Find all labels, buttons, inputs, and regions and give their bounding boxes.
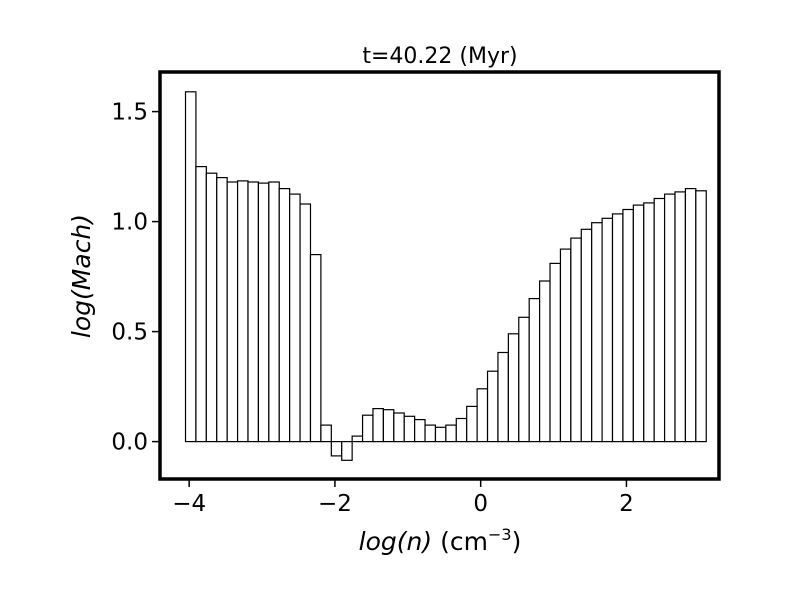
histogram-bar bbox=[268, 181, 280, 443]
histogram-bar bbox=[278, 188, 291, 443]
histogram-bar bbox=[434, 426, 447, 443]
histogram-bar bbox=[320, 424, 332, 443]
histogram-bar bbox=[611, 213, 624, 443]
x-tick-label: 0 bbox=[473, 491, 488, 517]
histogram-bar bbox=[570, 237, 582, 443]
x-axis-title-unit-suffix: ) bbox=[512, 527, 522, 556]
histogram-bar bbox=[674, 191, 687, 443]
histogram-bar bbox=[424, 424, 437, 443]
x-tick-label: 2 bbox=[619, 491, 634, 517]
histogram-bar bbox=[559, 248, 572, 443]
x-axis-title: log(n) (cm−3) bbox=[359, 525, 522, 556]
histogram-bar bbox=[663, 193, 676, 443]
y-tick-label: 1.5 bbox=[111, 100, 148, 126]
histogram-bar bbox=[226, 181, 239, 443]
x-axis: −4 −2 0 2 bbox=[172, 479, 634, 517]
histogram-bar bbox=[507, 333, 520, 443]
x-tick-label: −4 bbox=[172, 491, 206, 517]
histogram-bar bbox=[684, 188, 697, 443]
histogram-bar bbox=[236, 180, 249, 443]
histogram-bar bbox=[445, 424, 457, 443]
histogram-bar bbox=[466, 405, 478, 443]
histogram-bar bbox=[257, 182, 270, 443]
x-axis-title-main: log(n) bbox=[359, 527, 432, 556]
histogram-bar bbox=[330, 441, 343, 457]
y-tick-label: 0.5 bbox=[111, 320, 148, 346]
histogram-bar bbox=[653, 197, 666, 443]
x-tick-label: −2 bbox=[318, 491, 352, 517]
histogram-bar bbox=[289, 193, 301, 443]
histogram-bar bbox=[549, 262, 562, 443]
histogram-bar bbox=[382, 409, 395, 443]
histogram-bar bbox=[518, 316, 530, 443]
histogram-bar bbox=[476, 388, 489, 443]
histogram-bar bbox=[497, 351, 509, 443]
y-axis: 0.0 0.5 1.0 1.5 bbox=[111, 100, 160, 456]
histogram-bar bbox=[309, 254, 322, 443]
histogram-bar bbox=[528, 298, 541, 443]
histogram-bar bbox=[361, 414, 374, 443]
histogram-bar bbox=[299, 203, 312, 443]
histogram-bar bbox=[539, 280, 551, 443]
histogram-bar bbox=[195, 166, 207, 443]
histogram-bar bbox=[403, 415, 416, 443]
histogram-bar bbox=[247, 181, 260, 443]
histogram-bar bbox=[372, 408, 384, 443]
histogram-bar bbox=[486, 370, 499, 443]
chart-title: t=40.22 (Myr) bbox=[362, 44, 517, 69]
histogram-bar bbox=[414, 419, 426, 443]
plot-frame bbox=[158, 70, 721, 481]
histogram-bar bbox=[393, 412, 405, 443]
histogram-bar bbox=[695, 190, 707, 443]
histogram-bar bbox=[351, 435, 364, 443]
histogram-bar bbox=[216, 177, 228, 443]
x-axis-title-unit-exp: −3 bbox=[488, 525, 512, 544]
histogram-bar bbox=[591, 222, 603, 443]
histogram-bar bbox=[455, 417, 468, 443]
y-axis-title: log(Mach) bbox=[67, 214, 96, 338]
histogram-bar bbox=[341, 441, 353, 461]
bars-group bbox=[184, 91, 707, 461]
histogram-bar bbox=[580, 228, 593, 443]
x-axis-title-unit-prefix: (cm bbox=[440, 527, 488, 556]
histogram-bar bbox=[601, 217, 614, 443]
y-tick-label: 0.0 bbox=[111, 430, 148, 456]
histogram-bar bbox=[205, 172, 218, 443]
histogram-bar bbox=[184, 91, 197, 443]
y-tick-label: 1.0 bbox=[111, 210, 148, 236]
histogram-bar bbox=[632, 204, 645, 443]
histogram-bar bbox=[622, 208, 634, 443]
histogram-bar bbox=[643, 202, 655, 443]
